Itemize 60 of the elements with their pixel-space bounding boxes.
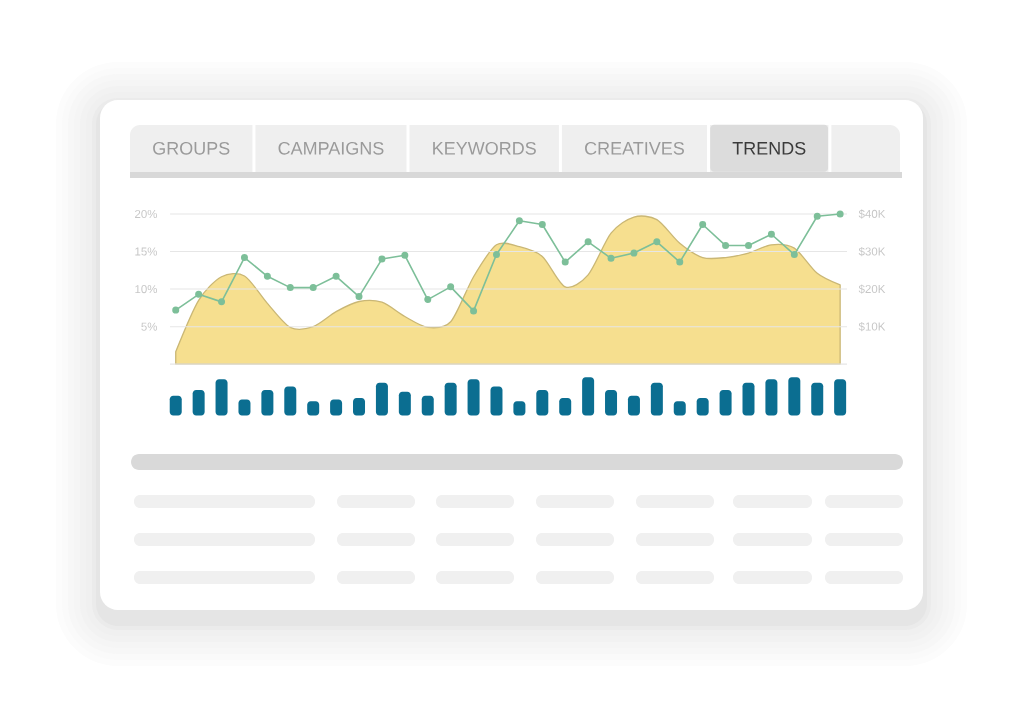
bar (627, 395, 640, 416)
point (355, 293, 363, 301)
y2-tick-label: $40K (858, 209, 886, 219)
point (286, 284, 294, 292)
y2-tick-label: $20K (858, 284, 886, 294)
bar (421, 395, 434, 416)
bar (215, 379, 228, 416)
point (332, 272, 340, 280)
point (790, 251, 798, 259)
point (813, 212, 821, 220)
point (584, 238, 592, 246)
point (218, 298, 226, 306)
point (561, 258, 569, 266)
bar (834, 379, 847, 416)
point (515, 217, 523, 225)
bar (444, 382, 457, 416)
bar (169, 395, 182, 416)
point (676, 258, 684, 266)
point (424, 296, 432, 304)
point (836, 210, 844, 218)
text: GROUPS (153, 141, 230, 155)
point (699, 221, 707, 229)
point (172, 306, 180, 314)
point (722, 242, 730, 250)
bar (650, 382, 663, 416)
point (470, 307, 478, 315)
bar (284, 386, 297, 416)
bar (467, 379, 480, 416)
point (309, 284, 317, 292)
text: CAMPAIGNS (278, 141, 384, 155)
point (240, 254, 248, 262)
point (378, 255, 386, 263)
bar (788, 377, 801, 416)
text: KEYWORDS (433, 141, 536, 155)
point (767, 230, 775, 238)
bar (398, 391, 411, 416)
point (653, 238, 661, 246)
bar (582, 377, 595, 416)
point (447, 283, 455, 291)
text: TRENDS (732, 141, 806, 155)
point (195, 290, 203, 298)
point (745, 242, 752, 250)
bar (536, 389, 549, 416)
bar (811, 382, 824, 416)
point (538, 221, 546, 229)
bar (375, 382, 388, 416)
bar (605, 389, 618, 416)
point (401, 251, 409, 259)
bar (742, 382, 755, 416)
point (607, 254, 615, 262)
bar (261, 389, 274, 416)
bar (192, 389, 205, 416)
text: CREATIVES (585, 141, 684, 155)
point (492, 251, 500, 259)
bar (765, 379, 778, 416)
point (630, 249, 638, 257)
y-tick-label: 20% (135, 209, 158, 219)
bar (719, 389, 732, 416)
point (263, 272, 271, 280)
bar (490, 386, 503, 416)
